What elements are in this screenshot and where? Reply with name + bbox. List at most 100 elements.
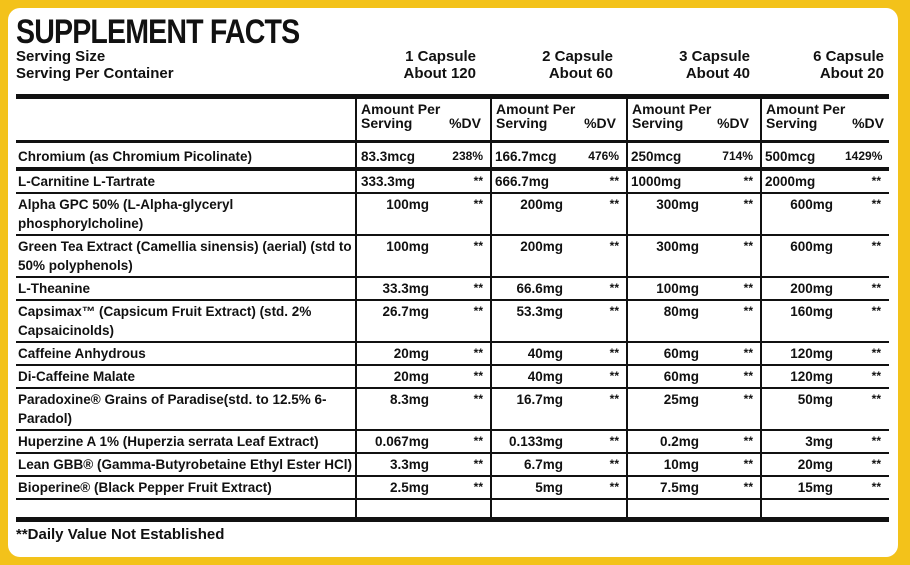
ingredient-name: Capsimax™ (Capsicum Fruit Extract) (std.… (16, 300, 357, 343)
daily-value-4: 1429% (841, 146, 889, 171)
servings-per-container-1: About 120 (403, 65, 476, 82)
table-bottom-rule (16, 517, 889, 522)
table-row: L-Theanine 33.3mg ** 66.6mg ** 100mg ** 200mg ** (16, 277, 889, 301)
serving-column-3: 3 Capsule About 40 (600, 48, 750, 82)
daily-value-1: ** (437, 342, 491, 366)
amount-per-serving-1: 0.067mg (357, 430, 437, 454)
daily-value-2: ** (571, 342, 627, 366)
daily-value-2: ** (571, 300, 627, 343)
serving-column-4: 6 Capsule About 20 (734, 48, 884, 82)
daily-value-1: ** (437, 388, 491, 431)
amount-per-serving-3: 100mg (627, 277, 707, 301)
daily-value-3: ** (707, 300, 761, 343)
amount-per-serving-2: 666.7mg (491, 169, 571, 194)
amount-per-serving-2: 66.6mg (491, 277, 571, 301)
servings-per-container-label: Serving Per Container (16, 65, 174, 82)
daily-value-4: ** (841, 430, 889, 454)
amount-per-serving-3: 7.5mg (627, 476, 707, 500)
amount-per-serving-2: 6.7mg (491, 453, 571, 477)
table-row: Lean GBB® (Gamma-Butyrobetaine Ethyl Est… (16, 453, 889, 477)
serving-column-2: 2 Capsule About 60 (463, 48, 613, 82)
ingredient-name: Huperzine A 1% (Huperzia serrata Leaf Ex… (16, 430, 357, 454)
table-row: Alpha GPC 50% (L-Alpha-glyceryl phosphor… (16, 193, 889, 236)
daily-value-4: ** (841, 300, 889, 343)
daily-value-4: ** (841, 169, 889, 194)
daily-value-1: ** (437, 365, 491, 389)
serving-size-3: 3 Capsule (679, 48, 750, 65)
daily-value-1: 238% (437, 146, 491, 171)
amount-per-serving-1: 33.3mg (357, 277, 437, 301)
daily-value-3: ** (707, 169, 761, 194)
daily-value-3: ** (707, 388, 761, 431)
daily-value-2: ** (571, 365, 627, 389)
amount-per-serving-3: 300mg (627, 235, 707, 278)
daily-value-2: ** (571, 193, 627, 236)
daily-value-1: ** (437, 453, 491, 477)
daily-value-3: ** (707, 342, 761, 366)
daily-value-2: ** (571, 388, 627, 431)
ingredient-name: Di-Caffeine Malate (16, 365, 357, 389)
table-row: Caffeine Anhydrous 20mg ** 40mg ** 60mg ** 120m… (16, 342, 889, 366)
amount-per-serving-3: 1000mg (627, 169, 707, 194)
panel-title: SUPPLEMENT FACTS (16, 13, 300, 51)
daily-value-4: ** (841, 388, 889, 431)
ingredient-name: Alpha GPC 50% (L-Alpha-glyceryl phosphor… (16, 193, 357, 236)
daily-value-2: 476% (571, 146, 627, 171)
daily-value-1: ** (437, 430, 491, 454)
daily-value-2: ** (571, 169, 627, 194)
daily-value-1: ** (437, 235, 491, 278)
serving-size-4: 6 Capsule (813, 48, 884, 65)
amount-per-serving-2: 40mg (491, 365, 571, 389)
amount-per-serving-1: 3.3mg (357, 453, 437, 477)
amount-per-serving-1: 20mg (357, 342, 437, 366)
daily-value-4: ** (841, 235, 889, 278)
amount-per-serving-2: 16.7mg (491, 388, 571, 431)
daily-value-footnote: **Daily Value Not Established (16, 526, 225, 543)
amount-per-serving-2: 200mg (491, 235, 571, 278)
column-header-divider (16, 140, 889, 143)
daily-value-2: ** (571, 235, 627, 278)
dv-header-4: %DV (852, 115, 884, 131)
daily-value-3: ** (707, 235, 761, 278)
amount-per-serving-4: 3mg (761, 430, 841, 454)
amount-per-serving-4: 200mg (761, 277, 841, 301)
daily-value-2: ** (571, 277, 627, 301)
daily-value-3: ** (707, 193, 761, 236)
table-row: L-Carnitine L-Tartrate 333.3mg ** 666.7mg **… (16, 169, 889, 194)
daily-value-2: ** (571, 453, 627, 477)
ingredient-name: Caffeine Anhydrous (16, 342, 357, 366)
daily-value-4: ** (841, 193, 889, 236)
serving-labels: Serving Size Serving Per Container (16, 48, 174, 82)
table-row: Paradoxine® Grains of Paradise(std. to 1… (16, 388, 889, 431)
daily-value-3: ** (707, 430, 761, 454)
amount-per-serving-4: 50mg (761, 388, 841, 431)
amount-per-serving-1: 100mg (357, 193, 437, 236)
table-row: Capsimax™ (Capsicum Fruit Extract) (std.… (16, 300, 889, 343)
header-divider (16, 94, 889, 99)
daily-value-3: 714% (707, 146, 761, 171)
servings-per-container-4: About 20 (819, 65, 884, 82)
daily-value-1: ** (437, 277, 491, 301)
ingredient-name: Green Tea Extract (Camellia sinensis) (a… (16, 235, 357, 278)
amount-per-serving-4: 120mg (761, 365, 841, 389)
daily-value-4: ** (841, 342, 889, 366)
daily-value-1: ** (437, 169, 491, 194)
amount-per-serving-3: 300mg (627, 193, 707, 236)
amount-header-4: Amount Per Serving (766, 101, 846, 131)
amount-per-serving-2: 166.7mcg (491, 146, 571, 171)
daily-value-4: ** (841, 476, 889, 500)
amount-per-serving-3: 60mg (627, 342, 707, 366)
table-row: Bioperine® (Black Pepper Fruit Extract) 2… (16, 476, 889, 500)
ingredient-name: Lean GBB® (Gamma-Butyrobetaine Ethyl Est… (16, 453, 357, 477)
table-row: Di-Caffeine Malate 20mg ** 40mg ** 60mg ** 120m… (16, 365, 889, 389)
amount-per-serving-4: 600mg (761, 193, 841, 236)
amount-header-2: Amount Per Serving (496, 101, 576, 131)
amount-per-serving-2: 200mg (491, 193, 571, 236)
amount-per-serving-3: 60mg (627, 365, 707, 389)
dv-header-3: %DV (717, 115, 749, 131)
serving-size-1: 1 Capsule (405, 48, 476, 65)
serving-size-2: 2 Capsule (542, 48, 613, 65)
amount-header-3: Amount Per Serving (632, 101, 712, 131)
amount-per-serving-1: 83.3mcg (357, 146, 437, 171)
daily-value-1: ** (437, 193, 491, 236)
